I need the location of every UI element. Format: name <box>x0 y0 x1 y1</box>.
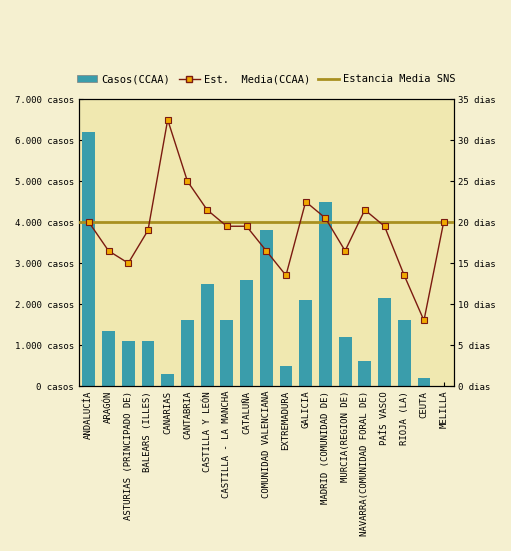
Bar <box>102 331 115 386</box>
Bar <box>319 202 332 386</box>
Bar <box>240 279 253 386</box>
Bar <box>142 341 154 386</box>
Bar <box>280 365 292 386</box>
Bar <box>417 378 430 386</box>
Bar <box>122 341 135 386</box>
Bar <box>220 321 233 386</box>
Bar <box>378 298 391 386</box>
Bar <box>358 361 371 386</box>
Bar <box>339 337 352 386</box>
Legend: Casos(CCAA), Est.  Media(CCAA), Estancia Media SNS: Casos(CCAA), Est. Media(CCAA), Estancia … <box>73 70 460 88</box>
Bar <box>260 230 273 386</box>
Bar <box>181 321 194 386</box>
Bar <box>82 132 95 386</box>
Bar <box>299 300 312 386</box>
Bar <box>161 374 174 386</box>
Bar <box>201 284 214 386</box>
Bar <box>398 321 411 386</box>
